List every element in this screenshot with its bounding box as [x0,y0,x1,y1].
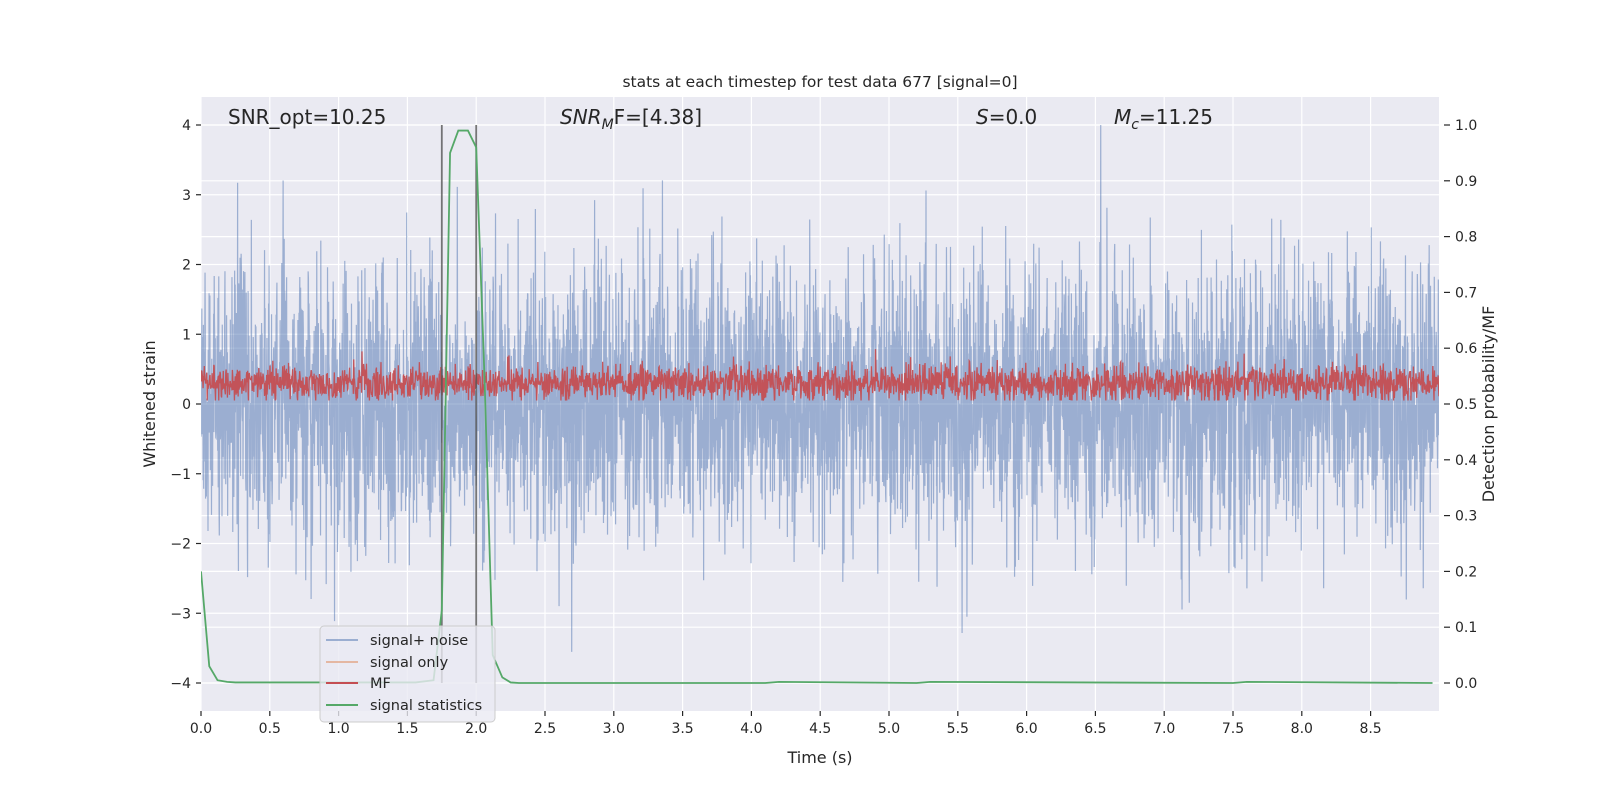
y-tick-label: 0 [182,397,191,413]
y-right-tick-label: 0.3 [1455,509,1477,525]
x-tick-label: 7.0 [1153,721,1175,737]
y-tick-label: 4 [182,118,191,134]
x-tick-label: 4.5 [809,721,831,737]
s-label: S [976,105,989,129]
x-axis-label: Time (s) [786,748,852,767]
legend-box [319,625,496,723]
x-tick-label: 2.0 [465,721,487,737]
mf-line [201,349,1439,401]
mc-sub: c [1131,117,1139,133]
x-tick-label: 3.5 [671,721,693,737]
annotation-snr-opt: SNR_opt=10.25 [228,105,386,129]
annotation-snr-mf: SNRMF=[4.38] [560,105,702,133]
y-tick-label: −2 [170,537,191,553]
snr-mf-sub: M [602,117,614,133]
legend: signal+ noise signal only MF signal stat… [319,625,496,723]
y-right-tick-label: 0.1 [1455,620,1477,636]
legend-label-signal-noise: signal+ noise [370,633,468,649]
x-tick-label: 4.0 [740,721,762,737]
x-tick-label: 8.5 [1359,721,1381,737]
x-tick-label: 0.0 [190,721,212,737]
legend-label-signal-only: signal only [370,655,449,671]
y-right-tick-label: 0.5 [1455,397,1477,413]
signal-noise-line [201,124,1439,652]
snr-mf-rest: F=[4.38] [614,105,702,129]
y-right-tick-label: 0.2 [1455,564,1477,580]
annotation-s: S=0.0 [976,105,1037,129]
x-tick-label: 7.5 [1222,721,1244,737]
y-right-tick-label: 0.7 [1455,285,1477,301]
y-axis-label: Whitened strain [140,340,159,467]
y-tick-label: 1 [182,327,191,343]
y-tick-label: 3 [182,188,191,204]
y-axis-right-label: Detection probability/MF [1479,306,1498,503]
signal-statistics-line [201,129,1433,684]
y-right-tick-label: 0.6 [1455,341,1477,357]
y-right-tick-label: 0.8 [1455,230,1477,246]
y-right-tick-label: 0.9 [1455,174,1477,190]
x-tick-label: 5.5 [947,721,969,737]
y-tick-label: −4 [170,676,191,692]
ticks: 0.0 0.5 1.0 1.5 2.0 2.5 3.0 3.5 4.0 4.5 5.0 5.5 6.0 6… [170,118,1477,737]
x-tick-label: 0.5 [259,721,281,737]
y-right-tick-label: 1.0 [1455,118,1477,134]
y-tick-label: 2 [182,258,191,274]
x-tick-label: 6.5 [1084,721,1106,737]
y-tick-label: −3 [170,606,191,622]
snr-mf-base: SNR [560,105,602,129]
series-layer [201,124,1439,684]
x-tick-label: 8.0 [1291,721,1313,737]
x-tick-label: 1.5 [396,721,418,737]
y-right-tick-label: 0.4 [1455,453,1477,469]
legend-label-mf: MF [370,676,391,692]
chart-title: stats at each timestep for test data 677… [622,73,1017,91]
annotation-mc: Mc=11.25 [1114,105,1213,133]
y-tick-label: −1 [170,467,191,483]
y-right-tick-label: 0.0 [1455,676,1477,692]
x-tick-label: 6.0 [1015,721,1037,737]
x-tick-label: 1.0 [327,721,349,737]
mc-rest: =11.25 [1139,105,1213,129]
mc-base: M [1114,105,1131,129]
legend-label-signal-statistics: signal statistics [370,698,482,714]
x-tick-label: 2.5 [534,721,556,737]
x-tick-label: 5.0 [878,721,900,737]
x-tick-label: 3.0 [603,721,625,737]
s-rest: =0.0 [989,105,1038,129]
